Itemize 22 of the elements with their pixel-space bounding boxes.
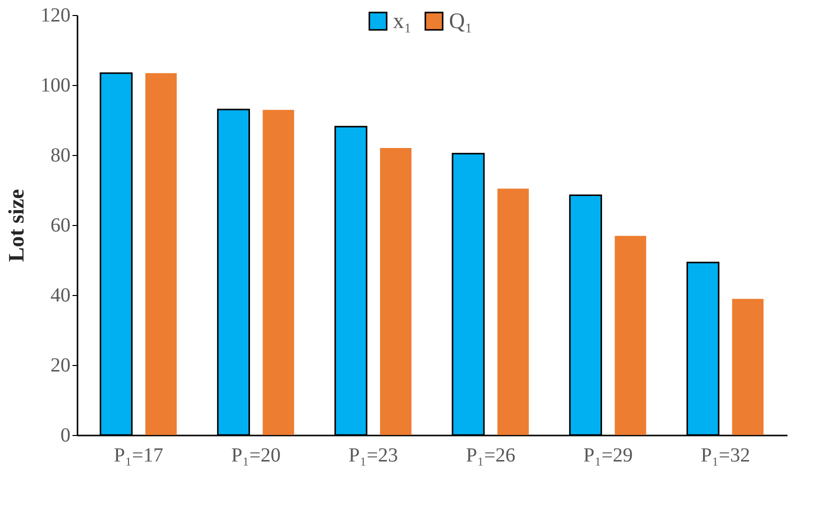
x-tick-label: P₁=17 [114, 444, 164, 466]
bar [732, 298, 764, 435]
x-tick-label: P₁=23 [348, 444, 398, 466]
bar [262, 110, 294, 435]
y-tick-label: 80 [50, 144, 70, 166]
legend-label: x₁ [393, 8, 412, 34]
x-tick-label: P₁=20 [231, 444, 281, 466]
x-tick-label: P₁=32 [700, 444, 750, 466]
y-tick-label: 0 [60, 424, 70, 446]
y-tick-label: 60 [50, 214, 70, 236]
bar [380, 148, 412, 435]
x-tick-label: P₁=29 [583, 444, 633, 466]
bar [614, 236, 646, 435]
y-tick-label: 40 [50, 284, 70, 306]
bar [497, 188, 529, 435]
y-tick-label: 100 [40, 74, 70, 96]
x-tick-label: P₁=26 [466, 444, 516, 466]
y-tick-label: 120 [40, 4, 70, 26]
y-axis-title: Lot size [4, 188, 28, 262]
legend-label: Q₁ [449, 8, 473, 34]
bar [145, 73, 177, 435]
y-tick-label: 20 [50, 354, 70, 376]
